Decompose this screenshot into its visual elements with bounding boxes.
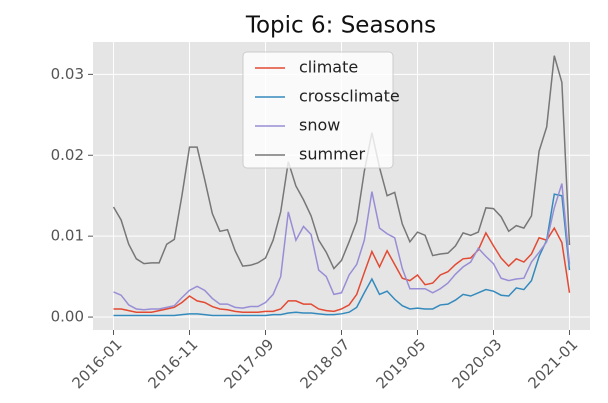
legend-label: climate (299, 58, 358, 77)
series-line (113, 193, 571, 317)
x-tick-label: 2016-01 (68, 335, 125, 392)
y-tick-label: 0.01 (51, 227, 84, 245)
legend: climate crossclimate snow summer (242, 51, 400, 169)
series-line (112, 55, 571, 270)
y-tick-label: 0.00 (51, 308, 84, 326)
legend-label: snow (299, 116, 340, 135)
y-tick-label: 0.02 (51, 146, 84, 164)
series-line (113, 183, 571, 311)
x-tick-label: 2017-09 (220, 335, 277, 392)
x-tick-label: 2020-03 (448, 335, 505, 392)
x-tick-label: 2019-05 (372, 335, 429, 392)
series-line (113, 226, 571, 313)
chart-title: Topic 6: Seasons (245, 13, 436, 39)
legend-label: summer (299, 145, 365, 164)
x-tick-label: 2016-11 (144, 335, 201, 392)
y-tick-label: 0.03 (51, 65, 84, 83)
x-tick-label: 2018-07 (296, 335, 353, 392)
lines (112, 55, 571, 317)
legend-box (242, 51, 394, 169)
legend-label: crossclimate (299, 87, 400, 106)
x-tick-label: 2021-01 (524, 335, 581, 392)
